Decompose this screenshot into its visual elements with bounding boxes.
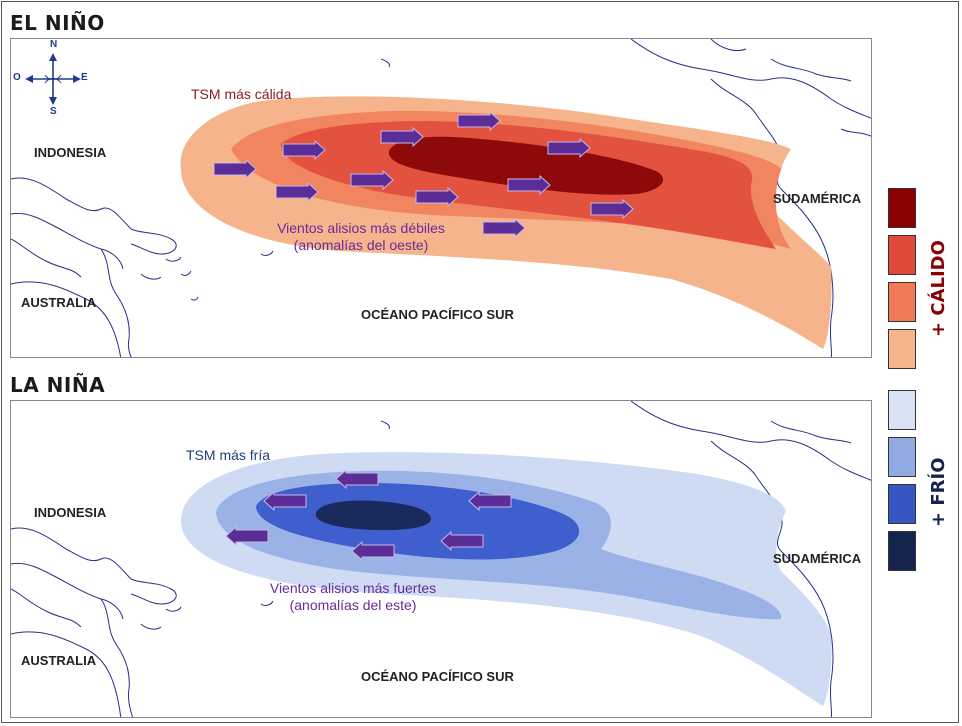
la-nina-map: INDONESIA AUSTRALIA SUDAMÉRICA OCÉANO PA… xyxy=(10,400,872,718)
legend-swatch xyxy=(888,390,916,430)
wind-arrow xyxy=(213,158,257,180)
legend-cold-label: + FRÍO xyxy=(928,457,949,527)
wind-arrow xyxy=(468,490,512,512)
wind-arrow xyxy=(263,490,307,512)
wind-arrow xyxy=(282,139,326,161)
label-australia: AUSTRALIA xyxy=(21,295,97,310)
winds-note: Vientos alisios más fuertes (anomalías d… xyxy=(253,580,453,614)
compass-rose xyxy=(25,53,81,105)
wind-arrow xyxy=(440,530,484,552)
el-nino-map: N S E O INDONESIA AUSTRALIA SUDAMÉRICA O… xyxy=(10,38,872,358)
label-sudamerica: SUDAMÉRICA xyxy=(773,191,862,206)
winds-note-line2: (anomalías del oeste) xyxy=(293,237,429,253)
compass-o: O xyxy=(13,72,21,83)
compass-n: N xyxy=(50,39,58,50)
la-nina-map-svg xyxy=(11,401,871,717)
sst-note: TSM más fría xyxy=(186,447,271,463)
wind-arrow xyxy=(547,137,591,159)
wind-arrow xyxy=(275,181,319,203)
sst-note: TSM más cálida xyxy=(191,86,292,102)
winds-note-line1: Vientos alisios más fuertes xyxy=(269,580,437,596)
wind-arrow xyxy=(507,174,551,196)
label-indonesia: INDONESIA xyxy=(34,145,107,160)
legend-swatch xyxy=(888,282,916,322)
wind-arrows-nina xyxy=(225,468,512,562)
winds-note-line1: Vientos alisios más débiles xyxy=(277,220,445,236)
wind-arrow xyxy=(482,217,526,239)
winds-note-line2: (anomalías del este) xyxy=(289,597,417,613)
label-indonesia: INDONESIA xyxy=(34,505,107,520)
winds-note: Vientos alisios más débiles (anomalías d… xyxy=(266,220,456,254)
la-nina-title: LA NIÑA xyxy=(10,373,106,397)
wind-arrow xyxy=(590,198,634,220)
legend-swatch xyxy=(888,437,916,477)
compass-e: E xyxy=(81,72,88,83)
legend-swatch xyxy=(888,235,916,275)
wind-arrow xyxy=(351,540,395,562)
wind-arrow xyxy=(225,525,269,547)
wind-arrow xyxy=(457,110,501,132)
wind-arrow xyxy=(350,169,394,191)
coastlines xyxy=(11,401,871,717)
wind-arrow xyxy=(335,468,379,490)
compass-s: S xyxy=(50,106,57,117)
coastlines xyxy=(11,39,871,357)
wind-arrow xyxy=(415,186,459,208)
legend-swatch xyxy=(888,531,916,571)
el-nino-map-svg xyxy=(11,39,871,357)
legend-swatch xyxy=(888,188,916,228)
label-sudamerica: SUDAMÉRICA xyxy=(773,551,862,566)
legend-swatch xyxy=(888,329,916,369)
wind-arrows-nino xyxy=(213,110,634,239)
legend-swatch xyxy=(888,484,916,524)
el-nino-title: EL NIÑO xyxy=(10,11,105,35)
label-ocean: OCÉANO PACÍFICO SUR xyxy=(361,307,514,322)
label-ocean: OCÉANO PACÍFICO SUR xyxy=(361,669,514,684)
label-australia: AUSTRALIA xyxy=(21,653,97,668)
wind-arrow xyxy=(380,126,424,148)
legend-warm-label: + CÁLIDO xyxy=(928,240,949,337)
